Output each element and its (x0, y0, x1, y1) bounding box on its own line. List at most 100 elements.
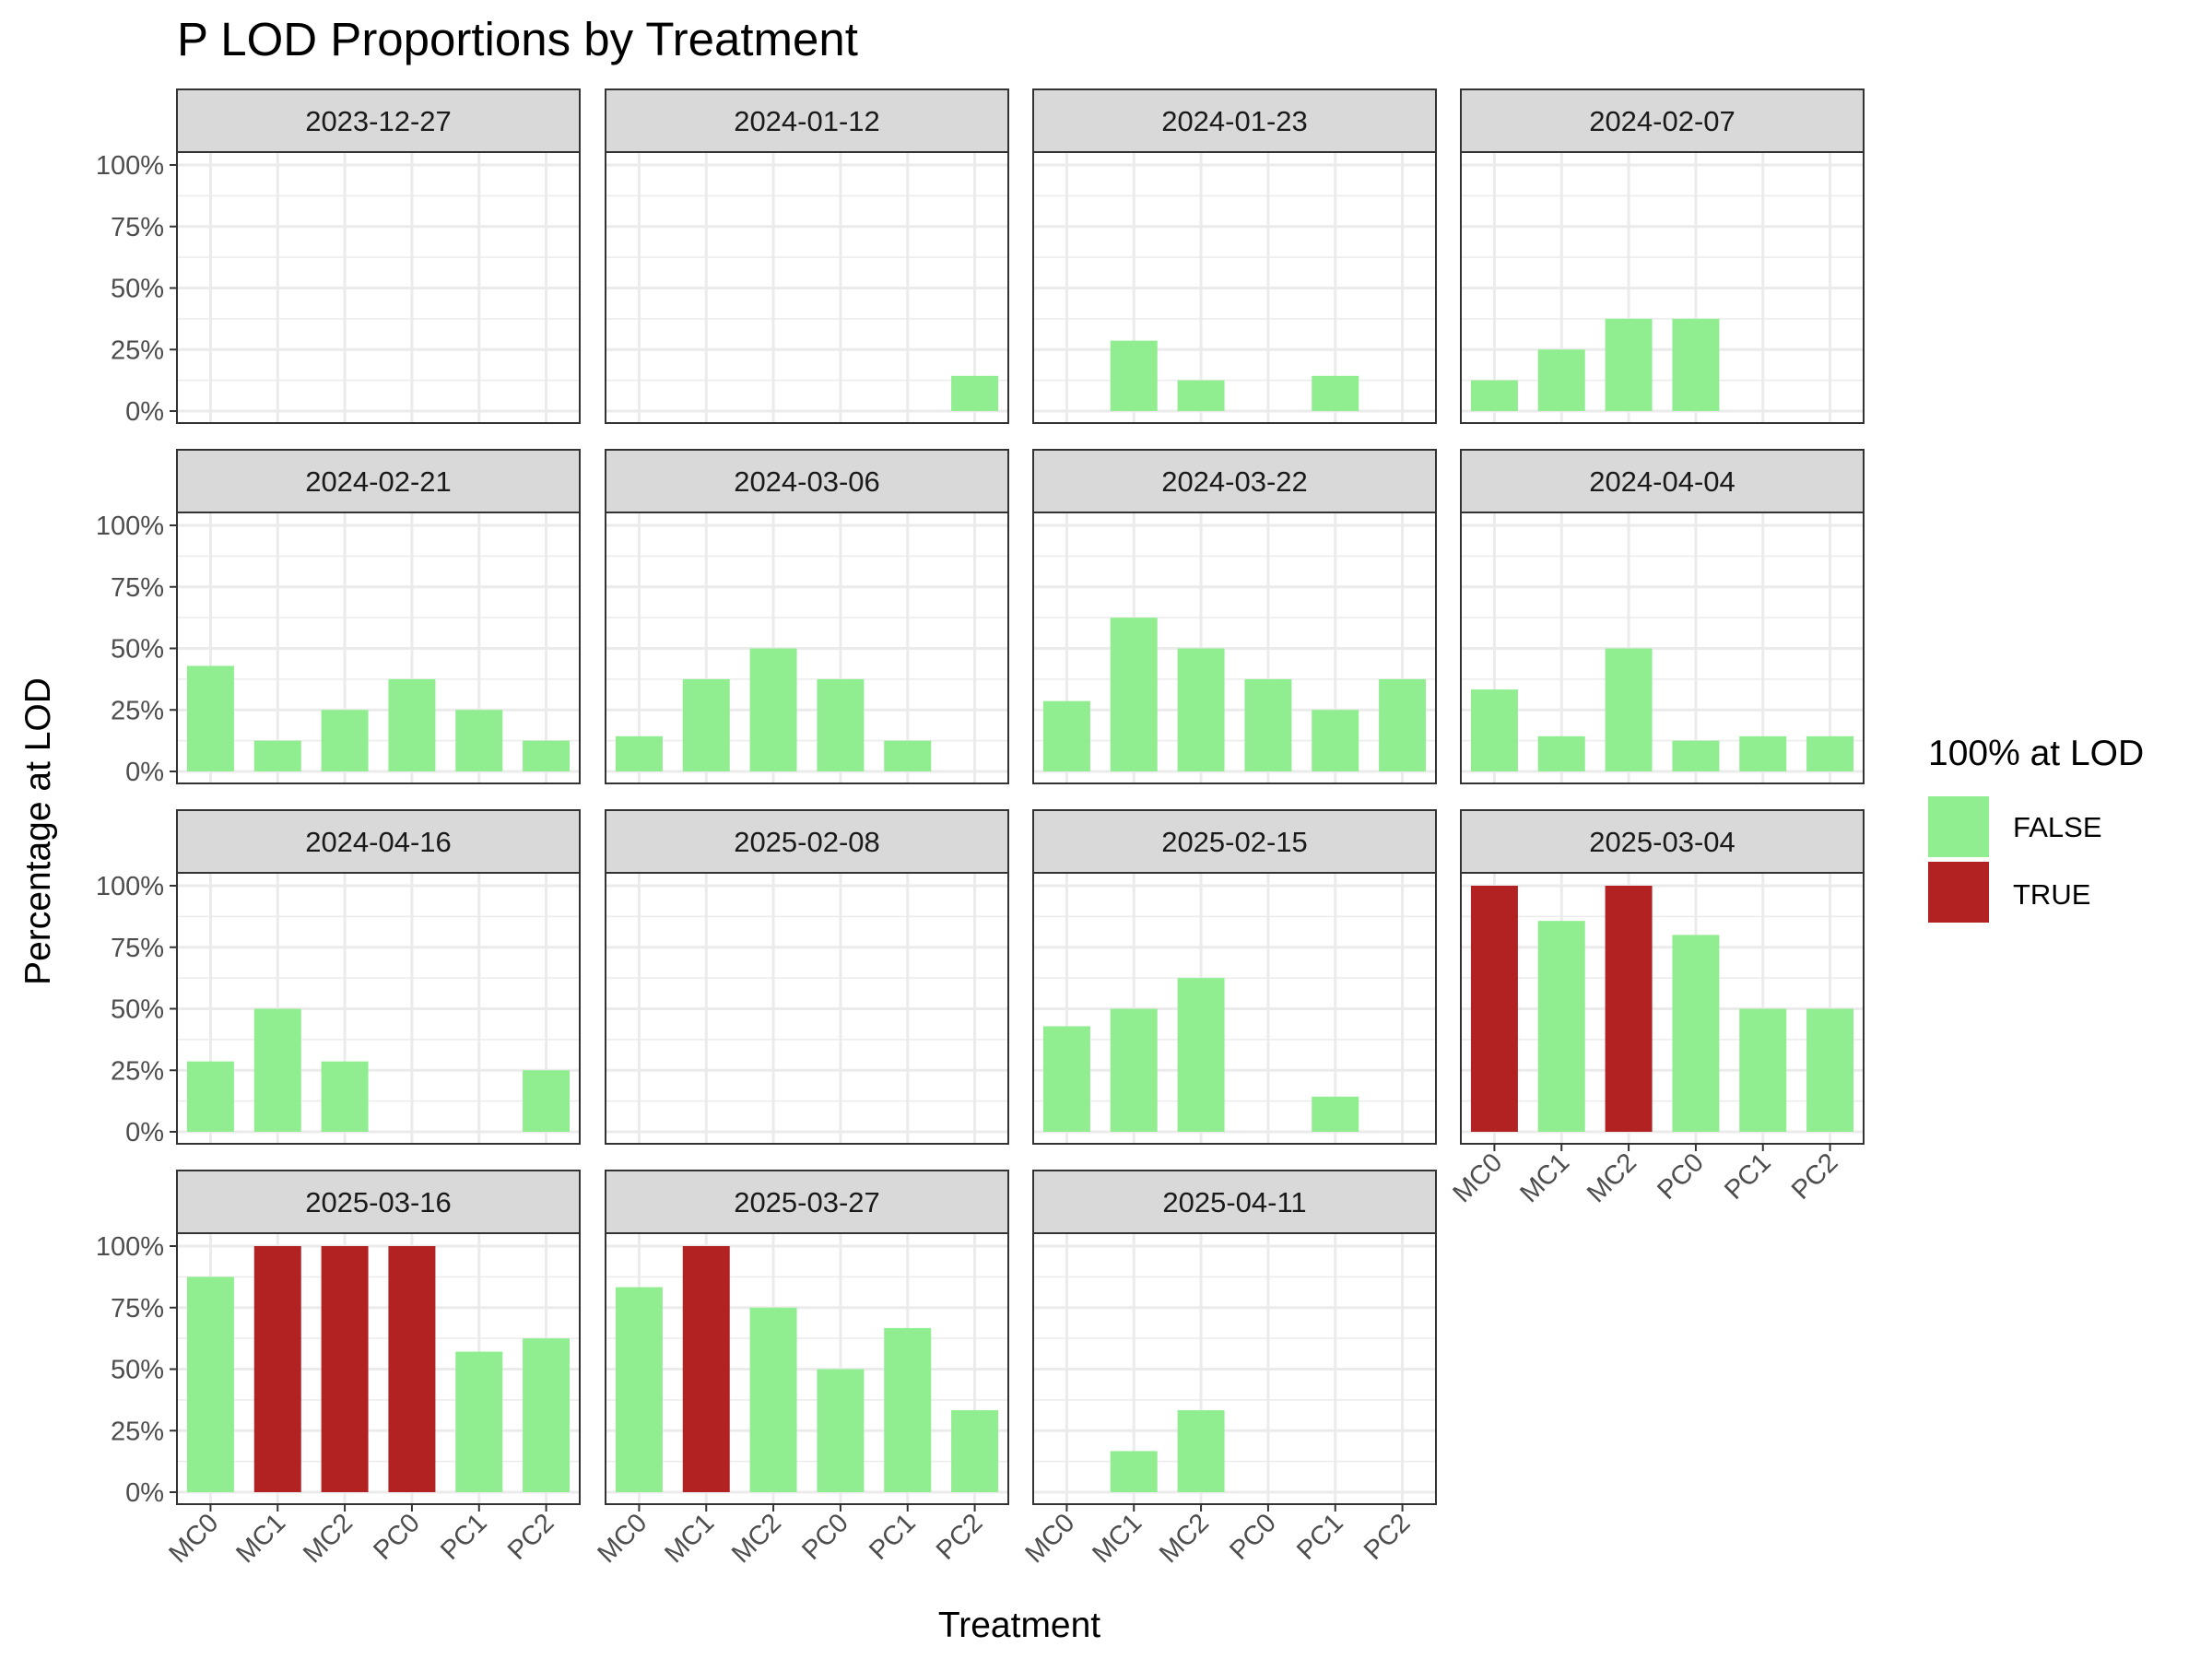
bar-mc0 (186, 1277, 234, 1492)
x-tick-label: PC1 (435, 1508, 493, 1566)
bar-mc0 (186, 665, 234, 771)
y-tick-label: 25% (111, 1417, 164, 1446)
y-tick-label: 75% (111, 213, 164, 242)
panel-border (1032, 872, 1437, 1145)
bar-mc2 (321, 1246, 369, 1492)
panel-border (1460, 872, 1865, 1145)
facet-strip-label: 2024-02-21 (305, 465, 452, 498)
facet-strip-label: 2023-12-27 (305, 105, 452, 137)
x-axis-title: Treatment (938, 1606, 1100, 1645)
y-tick-label: 25% (111, 696, 164, 725)
legend-key-true (1928, 862, 1989, 923)
bar-pc1 (455, 710, 503, 771)
panel-border (1032, 512, 1437, 784)
facet-panel: 2025-03-16 0% 25% 50% 75% 100% MC0 MC1 MC2 PC0 PC1… (96, 1170, 581, 1569)
bar-pc1 (1739, 1008, 1787, 1132)
bar-mc1 (1110, 618, 1158, 771)
x-tick-label: MC1 (1514, 1147, 1575, 1208)
bar-mc1 (1537, 921, 1585, 1132)
facet-strip (176, 449, 581, 513)
x-tick-label: PC1 (864, 1508, 922, 1566)
facet-strip-label: 2024-02-07 (1589, 105, 1735, 137)
legend-title: 100% at LOD (1928, 734, 2144, 773)
bar-pc2 (951, 375, 999, 411)
bar-pc1 (455, 1351, 503, 1492)
bar-mc1 (1537, 349, 1585, 411)
bar-pc0 (817, 1369, 865, 1492)
panel-border (605, 512, 1009, 784)
bar-mc1 (1110, 340, 1158, 411)
bar-mc2 (1605, 318, 1653, 411)
facet-strip (1460, 88, 1865, 153)
y-tick-label: 100% (96, 1232, 164, 1262)
y-tick-label: 0% (125, 397, 164, 427)
x-tick-label: PC0 (1224, 1508, 1282, 1566)
chart-title: P LOD Proportions by Treatment (177, 13, 858, 65)
panel-border (1460, 512, 1865, 784)
legend-label-false: FALSE (2013, 811, 2102, 843)
bar-mc0 (1042, 700, 1090, 771)
x-tick-label: PC2 (502, 1508, 560, 1566)
x-tick-label: PC0 (1652, 1147, 1710, 1206)
panel-border (605, 872, 1009, 1145)
facet-panel: 2024-01-12 (605, 88, 1009, 424)
facet-strip-label: 2025-04-11 (1162, 1186, 1306, 1218)
bar-mc0 (186, 1061, 234, 1132)
facet-strip-label: 2025-02-15 (1161, 826, 1308, 858)
bar-mc2 (749, 648, 797, 771)
facet-panel: 2024-03-06 (605, 449, 1009, 784)
x-tick-label: PC0 (796, 1508, 854, 1566)
x-tick-label: MC1 (230, 1508, 291, 1569)
bar-pc1 (1312, 1096, 1359, 1132)
bar-mc1 (682, 1246, 730, 1492)
x-tick-label: PC2 (931, 1508, 989, 1566)
facet-strip-label: 2024-01-12 (734, 105, 880, 137)
y-tick-label: 50% (111, 635, 164, 665)
y-tick-label: 75% (111, 573, 164, 603)
panel-border (605, 1232, 1009, 1505)
bar-pc2 (1806, 735, 1854, 771)
bar-mc2 (1605, 648, 1653, 771)
facet-panel: 2025-03-04 MC0 MC1 MC2 PC0 PC1 PC2 (1447, 809, 1865, 1208)
y-axis-title: Percentage at LOD (18, 677, 58, 985)
facet-panel: 2025-03-27 MC0 MC1 MC2 PC0 PC1 PC2 (592, 1170, 1009, 1569)
panel-border (1032, 1232, 1437, 1505)
bar-pc2 (523, 740, 571, 771)
bar-pc2 (523, 1338, 571, 1492)
bar-pc2 (523, 1070, 571, 1132)
bar-mc2 (1177, 978, 1225, 1132)
bar-mc2 (1177, 1410, 1225, 1492)
facet-strip-label: 2024-04-04 (1589, 465, 1735, 498)
facet-strip (1032, 88, 1437, 153)
y-tick-label: 100% (96, 151, 164, 181)
x-tick-label: MC1 (659, 1508, 720, 1569)
bar-pc1 (884, 1327, 932, 1492)
x-tick-label: PC1 (1719, 1147, 1777, 1206)
bar-mc2 (1177, 380, 1225, 411)
facet-strip (176, 1170, 581, 1234)
bar-pc0 (388, 678, 436, 771)
bar-pc1 (1312, 375, 1359, 411)
bar-pc0 (1244, 678, 1292, 771)
y-tick-label: 100% (96, 512, 164, 541)
bar-mc1 (253, 1246, 301, 1492)
x-tick-label: MC0 (163, 1508, 224, 1569)
facet-strip-label: 2025-02-08 (734, 826, 880, 858)
facet-strip (1460, 449, 1865, 513)
x-tick-label: MC0 (1447, 1147, 1508, 1208)
facet-strip (605, 809, 1009, 874)
y-tick-label: 75% (111, 1294, 164, 1324)
bar-mc0 (1470, 886, 1518, 1132)
bar-pc0 (388, 1246, 436, 1492)
y-tick-label: 25% (111, 335, 164, 365)
panel-border (1032, 151, 1437, 424)
bar-mc2 (321, 1061, 369, 1132)
facet-strip-label: 2024-04-16 (305, 826, 452, 858)
y-tick-label: 50% (111, 995, 164, 1025)
bar-mc2 (1605, 886, 1653, 1132)
bar-mc0 (1042, 1026, 1090, 1132)
bar-pc0 (1672, 318, 1720, 411)
bar-pc0 (1672, 935, 1720, 1132)
y-tick-label: 100% (96, 872, 164, 901)
bar-mc0 (1470, 380, 1518, 411)
